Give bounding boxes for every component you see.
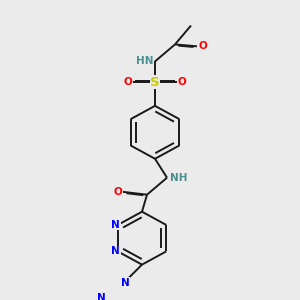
Text: N: N bbox=[121, 278, 129, 288]
Text: N: N bbox=[111, 220, 120, 230]
Text: O: O bbox=[178, 77, 186, 87]
Text: NH: NH bbox=[170, 173, 188, 183]
Text: N: N bbox=[97, 292, 106, 300]
Text: O: O bbox=[114, 187, 122, 197]
Text: O: O bbox=[199, 41, 207, 51]
Text: O: O bbox=[124, 77, 132, 87]
Text: HN: HN bbox=[136, 56, 154, 66]
Text: N: N bbox=[111, 246, 120, 256]
Text: S: S bbox=[150, 76, 160, 89]
